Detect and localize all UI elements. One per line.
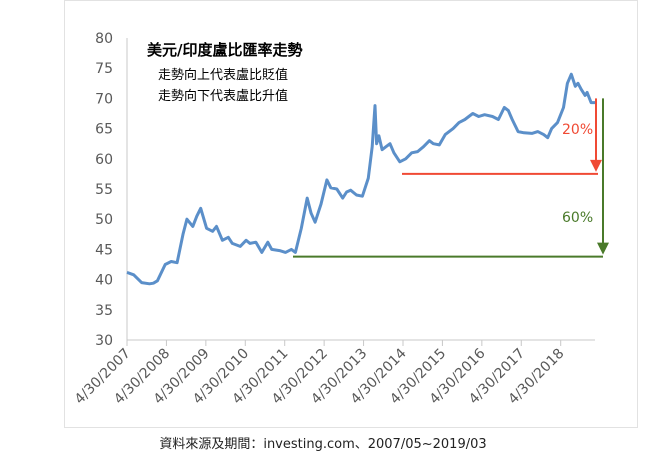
y-tick-label: 80 bbox=[95, 31, 113, 47]
y-tick-label: 75 bbox=[95, 61, 113, 77]
series-line-usd-inr bbox=[126, 72, 595, 286]
drop-arrow-head bbox=[597, 242, 609, 255]
drop-percent-label: 20% bbox=[562, 122, 593, 138]
y-tick-label: 70 bbox=[95, 91, 113, 107]
chart-title: 美元/印度盧比匯率走勢 bbox=[147, 41, 302, 59]
source-note: 資料來源及期間：investing.com、2007/05~2019/03 bbox=[159, 437, 487, 452]
y-tick-label: 65 bbox=[95, 122, 113, 138]
y-axis-tick-labels: 30 35 40 45 50 55 60 65 70 75 80 bbox=[95, 31, 113, 349]
x-axis-ticks bbox=[126, 340, 562, 346]
y-tick-label: 55 bbox=[95, 182, 113, 198]
drop-arrow-head bbox=[590, 159, 602, 172]
annotation-layer: 20% 60% bbox=[293, 98, 609, 258]
chart-note-appreciation: 走勢向下代表盧比升值 bbox=[158, 88, 288, 104]
y-tick-label: 50 bbox=[95, 212, 113, 228]
y-tick-label: 60 bbox=[95, 152, 113, 168]
y-tick-label: 45 bbox=[95, 242, 113, 258]
chart-frame bbox=[64, 0, 638, 428]
drop-percent-label: 60% bbox=[562, 210, 593, 226]
line-chart: 30 35 40 45 50 55 60 65 70 75 80 4/30/20074/30/200… bbox=[72, 31, 609, 408]
chart-note-depreciation: 走勢向上代表盧比貶值 bbox=[158, 67, 288, 83]
x-axis-tick-labels: 4/30/20074/30/20084/30/20094/30/20104/30… bbox=[72, 345, 568, 407]
y-tick-label: 35 bbox=[95, 303, 113, 319]
y-tick-label: 30 bbox=[95, 333, 113, 349]
y-tick-label: 40 bbox=[95, 273, 113, 289]
